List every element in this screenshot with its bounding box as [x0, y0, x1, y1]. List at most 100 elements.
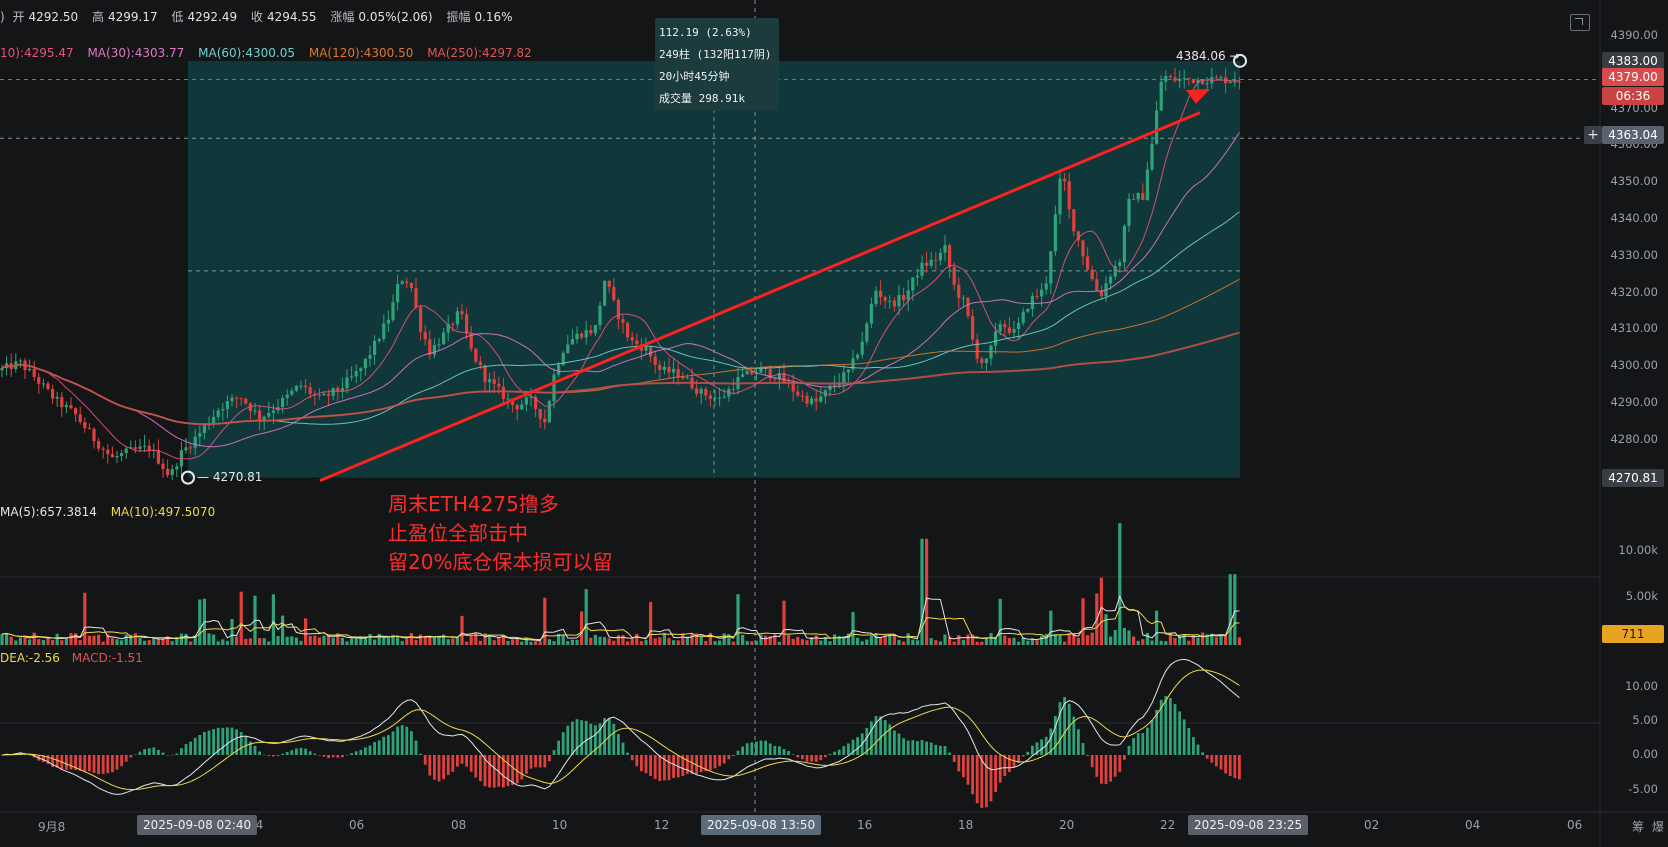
volume-bar — [1187, 640, 1191, 645]
volume-bar — [83, 592, 87, 645]
candle-body — [667, 366, 671, 373]
volume-bar — [736, 594, 740, 645]
candle-body — [1012, 329, 1016, 333]
candle-body — [1007, 327, 1011, 333]
candle-body — [515, 404, 519, 410]
macd-histogram-bar — [1169, 697, 1172, 755]
volume-bar — [777, 641, 781, 645]
candle-body — [607, 280, 611, 287]
volume-bar — [262, 638, 266, 645]
volume-bar — [51, 640, 55, 645]
fullscreen-icon[interactable] — [1570, 14, 1590, 31]
price-tick: 4310.00 — [1610, 321, 1658, 335]
candle-body — [1219, 77, 1223, 79]
amplitude-label: 振幅 — [446, 10, 471, 24]
volume-bar — [400, 641, 404, 645]
macd-histogram-bar — [529, 755, 533, 769]
candle-body — [492, 379, 496, 384]
candle-body — [777, 372, 781, 380]
ma30-line — [1, 132, 1240, 448]
macd-histogram-bar — [658, 755, 662, 782]
volume-ma5-line — [1, 594, 1240, 642]
candle-body — [713, 398, 717, 400]
high-value: 4299.17 — [108, 10, 158, 24]
candle-body — [478, 361, 482, 366]
volume-bar — [708, 632, 712, 645]
macd-histogram-bar — [810, 755, 813, 762]
volume-bar — [101, 641, 105, 645]
chip-distribution-button[interactable]: 筹 — [1632, 820, 1645, 834]
macd-histogram-bar — [249, 741, 252, 755]
macd-histogram-bar — [621, 742, 625, 755]
volume-bar — [925, 538, 929, 645]
candle-body — [373, 340, 377, 355]
volume-bar — [966, 634, 970, 645]
macd-histogram-bar — [561, 732, 565, 755]
volume-bar — [115, 639, 119, 645]
candle-body — [285, 394, 289, 398]
volume-bar — [285, 636, 289, 645]
macd-histogram-bar — [1040, 739, 1043, 755]
macd-histogram-bar — [1173, 704, 1177, 755]
volume-bar — [414, 639, 418, 645]
add-alert-button[interactable]: + — [1584, 126, 1602, 144]
candle-body — [354, 371, 358, 377]
candle-body — [856, 354, 860, 359]
candle-body — [225, 401, 229, 409]
volume-bar — [271, 594, 275, 645]
candle-body — [754, 372, 758, 375]
macd-histogram-bar — [19, 752, 22, 755]
volume-bar — [639, 641, 643, 645]
candle-body — [750, 370, 754, 375]
candle-body — [676, 368, 680, 378]
macd-histogram-bar — [364, 747, 367, 755]
volume-bar — [18, 637, 22, 645]
ma30-legend: MA(30):4303.77 — [87, 46, 185, 60]
macd-histogram-bar — [456, 755, 459, 767]
candle-body — [345, 377, 349, 389]
crosshair-price-tag: 4363.04 — [1602, 126, 1664, 144]
candle-body — [1214, 77, 1218, 79]
time-tick: 16 — [857, 818, 873, 832]
volume-bar — [690, 633, 694, 645]
macd-histogram-bar — [419, 753, 422, 755]
candle-body — [718, 397, 722, 399]
candle-body — [83, 421, 87, 429]
volume-bar — [626, 641, 630, 645]
macd-histogram-bar — [934, 744, 938, 755]
candle-body — [1159, 81, 1163, 111]
volume-bar — [994, 637, 998, 645]
candle-body — [800, 395, 804, 397]
volume-bar — [0, 633, 4, 645]
volume-bar — [340, 637, 344, 645]
macd-histogram-bar — [630, 755, 634, 761]
macd-histogram-bar — [1063, 696, 1066, 755]
volume-bar — [667, 638, 671, 645]
macd-histogram-bar — [446, 755, 450, 776]
candle-body — [1132, 199, 1136, 201]
candle-body — [948, 245, 952, 268]
macd-histogram-bar — [1090, 755, 1094, 768]
candle-body — [1099, 290, 1103, 297]
ma10-line — [1, 79, 1240, 460]
candle-body — [1237, 81, 1241, 83]
volume-bar — [147, 640, 151, 645]
candle-body — [570, 339, 574, 345]
candle-body — [828, 385, 832, 391]
volume-bar — [9, 636, 13, 645]
candle-body — [92, 428, 96, 442]
volume-bar — [1081, 598, 1085, 645]
volume-bar — [768, 636, 772, 645]
candle-body — [101, 448, 105, 450]
macd-histogram-bar — [42, 755, 45, 763]
macd-histogram-bar — [644, 755, 648, 774]
macd-histogram-bar — [575, 719, 579, 755]
candle-body — [359, 368, 363, 372]
candle-body — [722, 396, 726, 398]
macd-value-legend: MACD:-1.51 — [71, 651, 143, 665]
volume-bar — [672, 640, 676, 645]
candle-body — [966, 297, 970, 317]
liquidation-button[interactable]: 爆 — [1652, 820, 1665, 834]
candle-body — [897, 295, 901, 307]
